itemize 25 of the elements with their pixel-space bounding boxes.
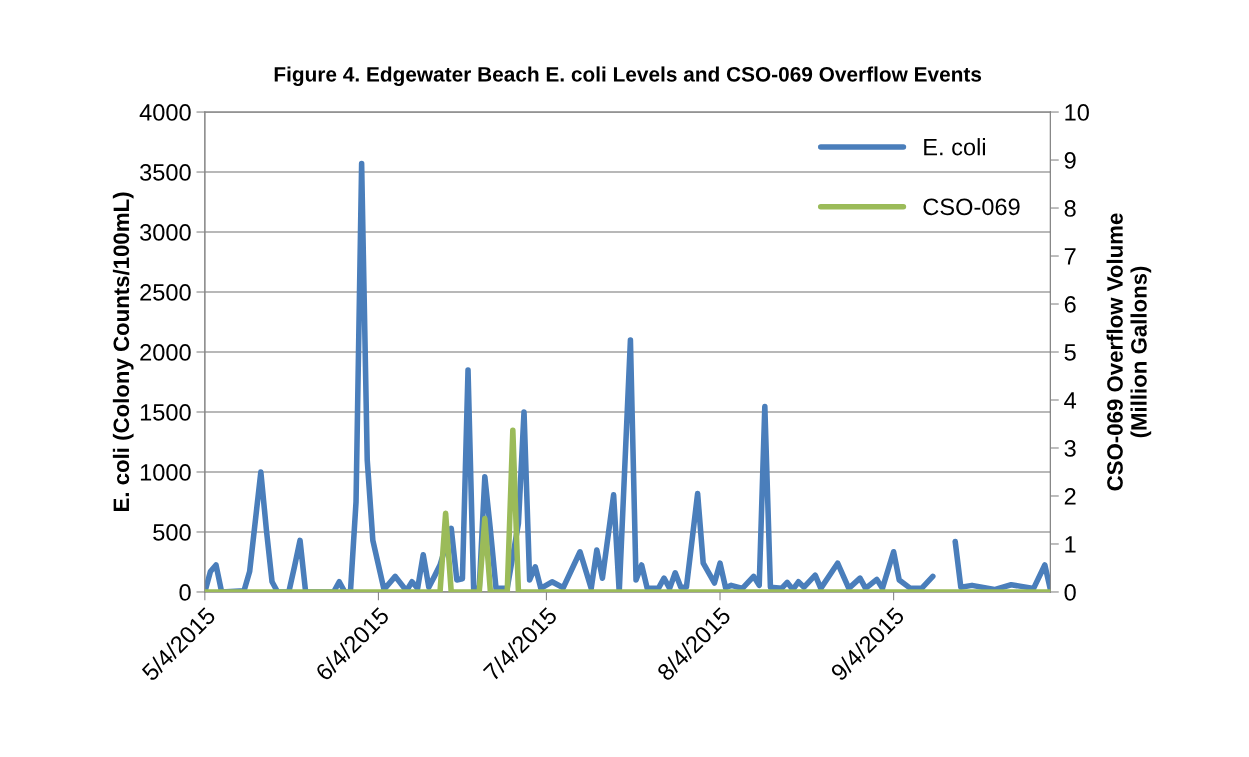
y2-tick-label: 10 xyxy=(1065,104,1089,121)
y2-tick-label: 1 xyxy=(1065,536,1076,553)
y2-tick-label: 3 xyxy=(1064,440,1076,457)
y2-tick-label: 2 xyxy=(1064,488,1076,505)
y2-tick-label: 6 xyxy=(1064,296,1076,313)
legend-label: CSO-069 xyxy=(923,198,1020,216)
y-tick-label: 2500 xyxy=(140,284,191,301)
y-axis-title: E. coli (Colony Counts/100mL) xyxy=(112,192,134,512)
y-tick-label: 2000 xyxy=(140,344,191,361)
legend-label: E. coli xyxy=(924,138,985,156)
y-tick-label: 1500 xyxy=(140,404,191,421)
y-tick-label: 3000 xyxy=(140,224,191,241)
y2-tick-label: 4 xyxy=(1064,392,1077,409)
y2-tick-label: 7 xyxy=(1064,248,1076,265)
y-tick-label: 4000 xyxy=(139,104,191,121)
y2-tick-label: 5 xyxy=(1064,344,1076,361)
chart-title: Figure 4. Edgewater Beach E. coli Levels and CSO-069 Overflow Events xyxy=(274,66,982,86)
y2-tick-label: 0 xyxy=(1064,584,1076,601)
y2-tick-label: 9 xyxy=(1064,152,1076,169)
y-tick-label: 3500 xyxy=(140,164,191,181)
y-tick-label: 0 xyxy=(179,584,191,601)
y2-axis-title: CSO-069 Overflow Volume (Million Gallons) xyxy=(1106,213,1152,491)
y-tick-label: 1000 xyxy=(140,464,191,481)
y-tick-label: 500 xyxy=(153,524,191,541)
y2-tick-label: 8 xyxy=(1064,200,1076,217)
